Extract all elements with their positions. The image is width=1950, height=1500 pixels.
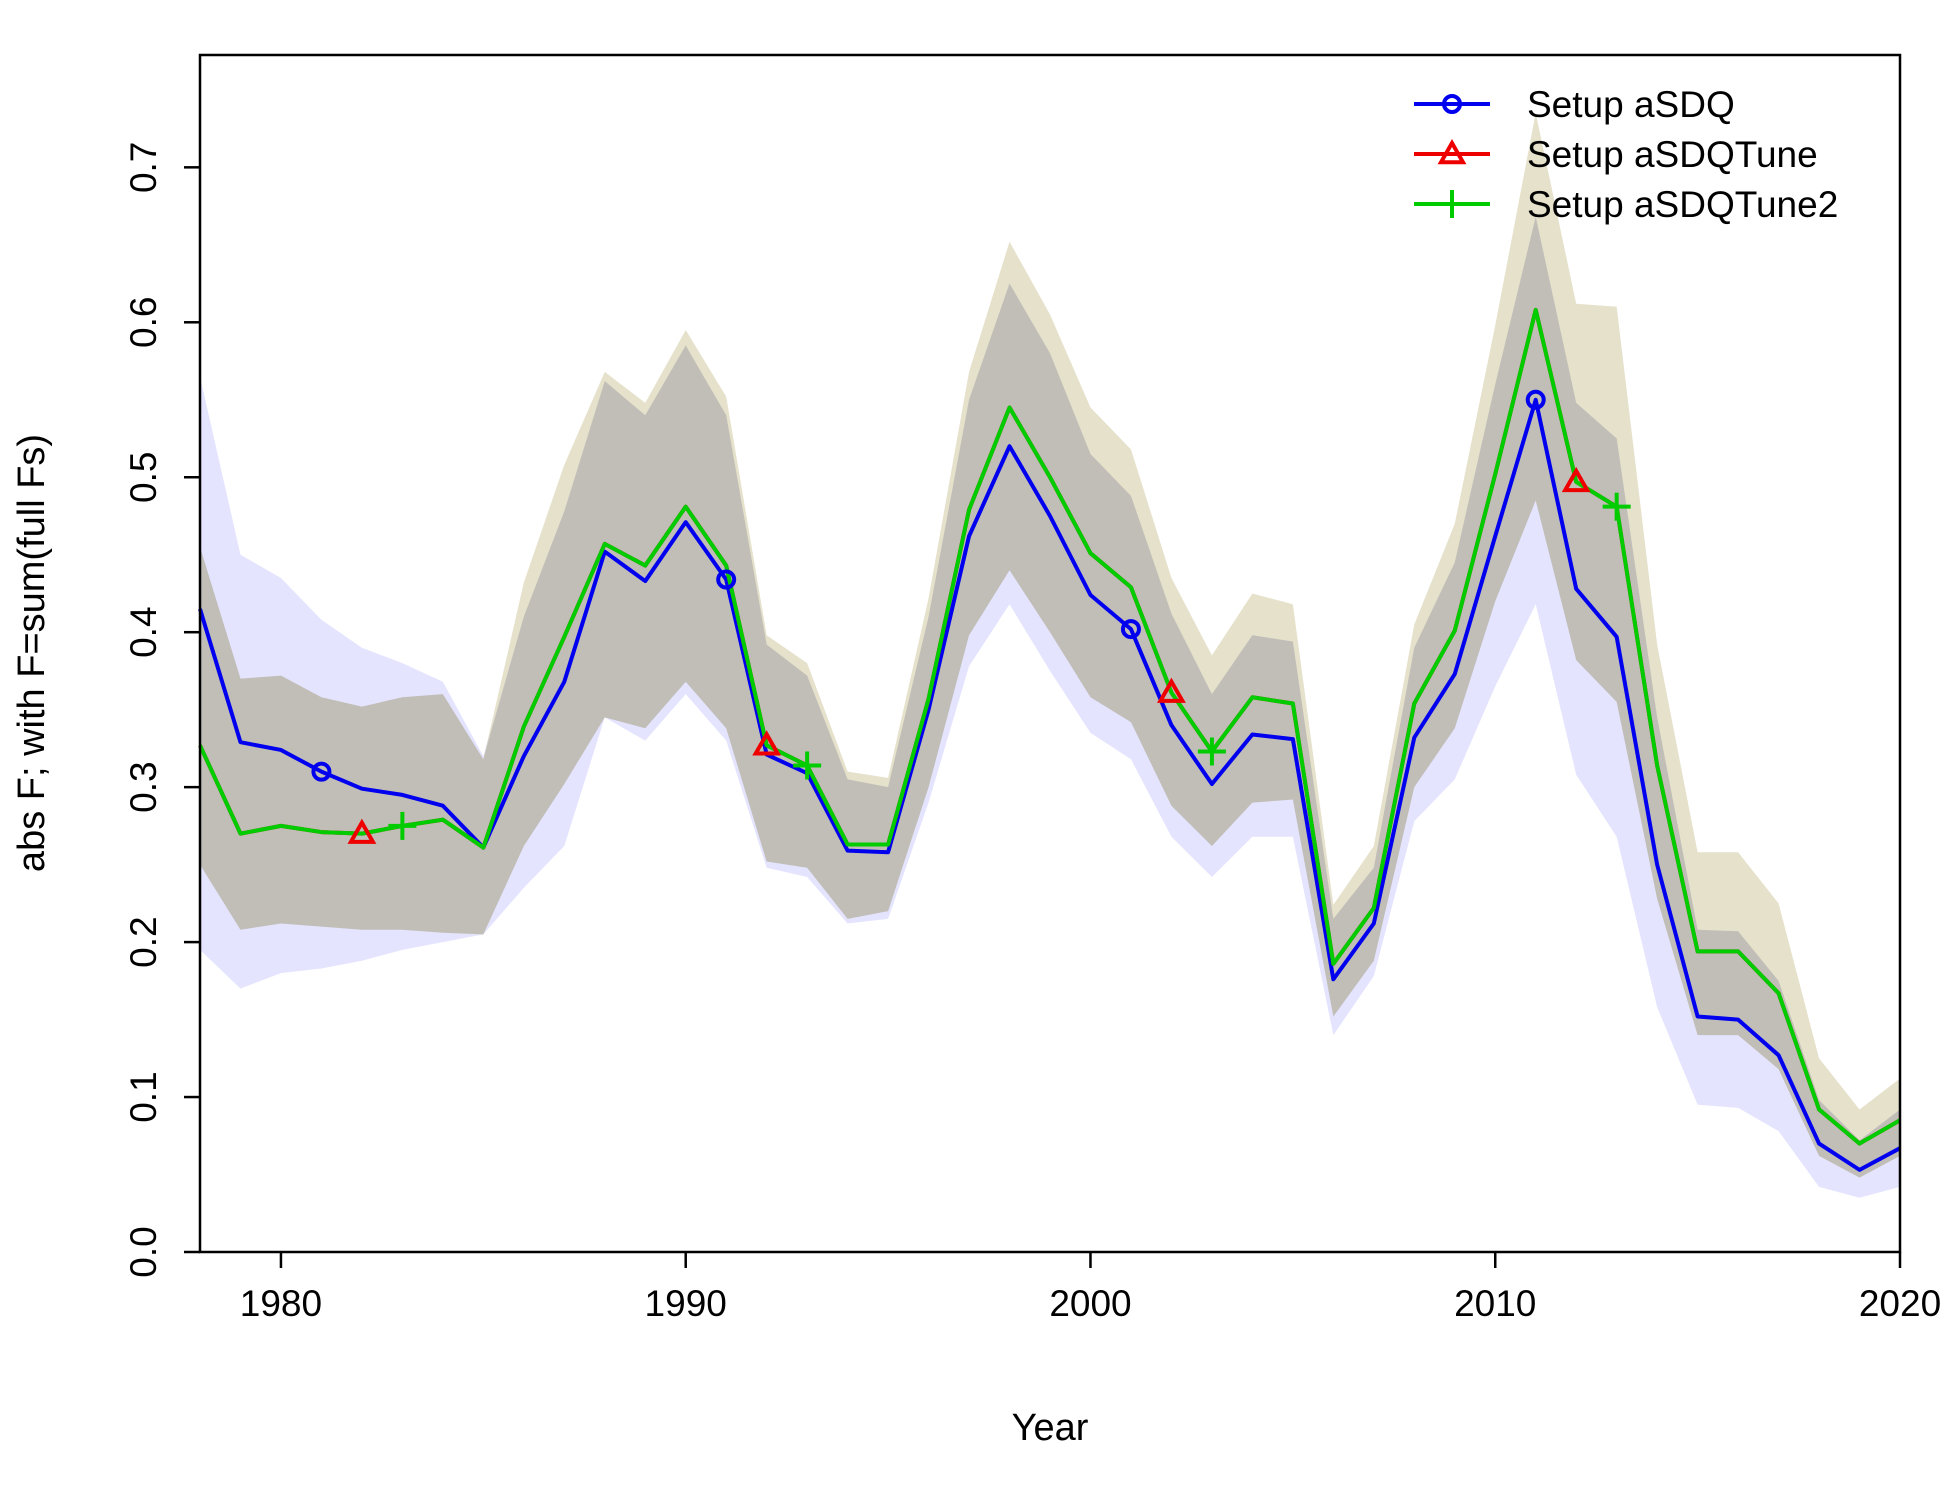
legend: Setup aSDQ Setup aSDQTune Setup aSDQTune2 <box>1414 84 1838 225</box>
x-axis-label: Year <box>1012 1407 1089 1449</box>
y-tick-label: 0.0 <box>123 1226 164 1277</box>
legend-marker <box>1437 138 1467 165</box>
marker-plus <box>793 751 822 780</box>
marker-triangle <box>347 818 377 844</box>
band-overlap <box>200 216 1900 1178</box>
marker-circle <box>716 569 737 590</box>
marker-circle <box>311 761 332 782</box>
legend-label: Setup aSDQ <box>1527 84 1735 125</box>
x-tick-label: 2010 <box>1454 1283 1536 1324</box>
legend-item: Setup aSDQTune <box>1414 134 1818 175</box>
marker-plus <box>388 811 417 840</box>
legend-item: Setup aSDQTune2 <box>1414 184 1838 225</box>
y-tick-label: 0.4 <box>123 606 164 657</box>
x-tick-label: 2020 <box>1859 1283 1941 1324</box>
y-axis-label: abs F; with F=sum(full Fs) <box>11 434 53 872</box>
y-tick-label: 0.6 <box>123 297 164 348</box>
series-markers <box>311 389 1631 844</box>
marker-triangle <box>1561 466 1591 493</box>
legend-marker <box>1442 94 1462 114</box>
y-tick-label: 0.7 <box>123 142 164 193</box>
legend-marker <box>1438 190 1466 218</box>
y-tick-label: 0.1 <box>123 1071 164 1122</box>
legend-label: Setup aSDQTune2 <box>1527 184 1838 225</box>
marker-circle <box>1120 619 1141 640</box>
band-2 <box>200 113 1900 1178</box>
y-tick-label: 0.2 <box>123 916 164 967</box>
legend-label: Setup aSDQTune <box>1527 134 1818 175</box>
x-tick-label: 1980 <box>240 1283 322 1324</box>
x-tick-label: 2000 <box>1049 1283 1131 1324</box>
marker-triangle <box>752 730 782 756</box>
marker-circle <box>1525 389 1546 410</box>
y-tick-label: 0.3 <box>123 761 164 812</box>
marker-plus <box>1602 492 1631 521</box>
uncertainty-bands <box>200 113 1900 1198</box>
marker-plus <box>1197 737 1226 766</box>
x-axis: 1980 1990 2000 2010 2020 <box>240 1252 1941 1324</box>
y-axis: 0.0 0.1 0.2 0.3 0.4 0.5 0.6 0.7 <box>123 142 200 1278</box>
plot-frame <box>198 53 1902 1254</box>
y-tick-label: 0.5 <box>123 452 164 503</box>
x-tick-label: 1990 <box>645 1283 727 1324</box>
marker-triangle <box>1156 677 1186 703</box>
legend-item: Setup aSDQ <box>1414 84 1735 125</box>
